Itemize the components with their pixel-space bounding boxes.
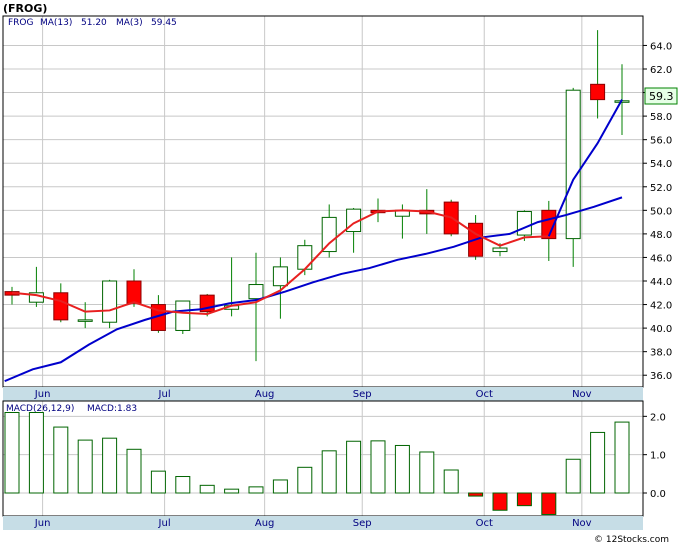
macd-y-tick-label: 2.0	[650, 412, 666, 423]
price-y-tick-label: 62.0	[650, 65, 672, 76]
macd-bar	[28, 412, 44, 494]
candle-down	[53, 292, 69, 321]
macd-bar-negative	[516, 492, 532, 507]
price-y-tick-label: 40.0	[650, 324, 672, 335]
macd-bar	[224, 488, 240, 494]
credit-text: © 12Stocks.com	[594, 535, 669, 545]
macd-bar	[419, 451, 435, 494]
candle-up	[565, 89, 581, 240]
macd-bar	[346, 440, 362, 494]
price-y-tick-label: 52.0	[650, 183, 672, 194]
price-month-axis: Jun Jul Aug Sep Oct Nov	[34, 389, 592, 400]
ticker-title: (FROG)	[3, 2, 47, 15]
candle-up	[272, 266, 288, 287]
price-y-tick-label: 64.0	[650, 41, 672, 52]
macd-month-axis: Jun Jul Aug Sep Oct Nov	[34, 518, 592, 529]
price-grid	[3, 16, 643, 387]
price-y-tick-label: 56.0	[650, 136, 672, 147]
month-label: Sep	[353, 389, 372, 400]
macd-month-axis-bar	[3, 516, 643, 530]
macd-bar	[297, 466, 313, 494]
candle-up	[102, 280, 118, 323]
macd-bar	[394, 444, 410, 494]
macd-legend-label: MACD(26,12,9)	[6, 404, 74, 414]
month-label: Aug	[255, 518, 275, 529]
macd-bar	[370, 440, 386, 494]
month-label: Jul	[158, 518, 171, 529]
macd-bar	[77, 439, 93, 494]
macd-bar	[248, 486, 264, 494]
macd-bar-negative	[492, 492, 508, 511]
macd-bar	[53, 426, 69, 494]
macd-bar	[4, 412, 20, 494]
price-y-tick-label: 36.0	[650, 371, 672, 382]
macd-bar-negative	[468, 492, 484, 497]
candle-up	[492, 247, 508, 253]
candle-up	[175, 300, 191, 331]
legend-ma3-label: MA(3)	[116, 18, 143, 28]
macd-bar	[199, 484, 215, 494]
price-y-tick-label: 48.0	[650, 230, 672, 241]
macd-bars	[4, 412, 630, 515]
month-label: Jun	[34, 518, 51, 529]
price-y-tick-label: 42.0	[650, 301, 672, 312]
macd-bar	[321, 450, 337, 494]
macd-legend-value: MACD:1.83	[87, 404, 137, 414]
candle-up	[516, 211, 532, 236]
month-label: Oct	[476, 389, 493, 400]
macd-bar-negative	[541, 492, 557, 515]
macd-bar	[614, 421, 630, 494]
ma3-line	[11, 209, 549, 315]
month-label: Jul	[158, 389, 171, 400]
candle-down	[590, 83, 606, 101]
macd-y-tick-label: 0.0	[650, 489, 666, 500]
macd-bar	[565, 458, 581, 494]
month-label: Aug	[255, 389, 275, 400]
price-panel-frame	[2, 15, 644, 388]
legend-ma3-value: 59.45	[151, 18, 177, 28]
month-label: Jun	[34, 389, 51, 400]
legend-symbol: FROG	[8, 18, 34, 28]
macd-bar	[102, 437, 118, 494]
price-y-axis: 36.0 38.0 40.0 42.0 44.0 46.0 48.0 50.0 52.0 54.0…	[643, 41, 672, 382]
price-y-tick-label: 38.0	[650, 348, 672, 359]
price-y-tick-label: 46.0	[650, 253, 672, 264]
month-label: Nov	[572, 389, 592, 400]
legend-ma13-value: 51.20	[81, 18, 107, 28]
macd-bar	[590, 431, 606, 494]
month-label: Oct	[476, 518, 493, 529]
price-month-axis-bar	[3, 387, 643, 401]
candle-up	[321, 216, 337, 253]
legend-ma13-label: MA(13)	[40, 18, 72, 28]
month-label: Sep	[353, 518, 372, 529]
price-y-tick-label: 58.0	[650, 112, 672, 123]
candle-up	[77, 319, 93, 322]
macd-bar	[126, 448, 142, 494]
macd-y-axis: 0.0 1.0 2.0	[643, 412, 666, 500]
candle-down	[541, 209, 557, 240]
macd-bar	[272, 479, 288, 494]
candle-up	[248, 284, 264, 300]
candle-down	[126, 280, 142, 304]
macd-bar	[175, 476, 191, 494]
ma13-line	[4, 196, 623, 383]
candle-up	[297, 245, 313, 270]
last-price-box	[644, 87, 678, 105]
macd-bar	[150, 470, 166, 494]
price-y-tick-label: 54.0	[650, 159, 672, 170]
month-label: Nov	[572, 518, 592, 529]
price-y-tick-label: 50.0	[650, 206, 672, 217]
price-y-tick-label: 44.0	[650, 277, 672, 288]
macd-y-tick-label: 1.0	[650, 451, 666, 462]
ma3-line-recent	[547, 99, 623, 237]
last-price-label: 59.3	[649, 90, 674, 103]
macd-bar	[443, 469, 459, 494]
